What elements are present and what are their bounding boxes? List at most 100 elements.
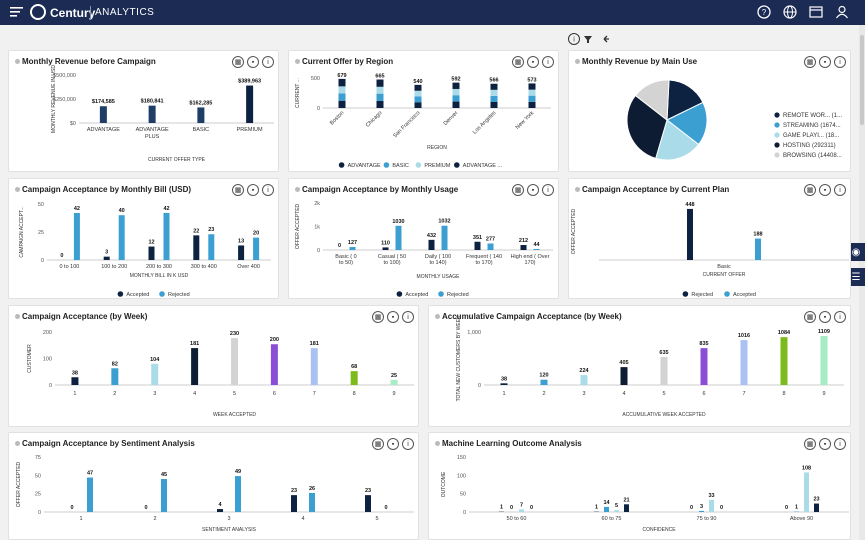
chart-bar[interactable] — [624, 504, 629, 512]
delete-icon[interactable]: ▪ — [527, 184, 539, 196]
chart-bar[interactable] — [540, 379, 548, 385]
grid-icon[interactable]: ▦ — [804, 438, 816, 450]
chart-bar[interactable] — [148, 105, 156, 123]
chart-bar[interactable] — [309, 492, 315, 512]
delete-icon[interactable]: ▪ — [247, 56, 259, 68]
grid-icon[interactable]: ▦ — [512, 56, 524, 68]
chart-bar[interactable] — [193, 235, 200, 260]
delete-icon[interactable]: ▪ — [527, 56, 539, 68]
pie-slice[interactable] — [666, 79, 704, 121]
delete-icon[interactable]: ▪ — [247, 184, 259, 196]
chart-bar[interactable] — [270, 344, 278, 385]
delete-icon[interactable]: ▪ — [819, 56, 831, 68]
chart-bar[interactable] — [338, 93, 346, 101]
grid-icon[interactable]: ▦ — [232, 184, 244, 196]
chart-bar[interactable] — [528, 95, 536, 102]
chart-bar[interactable] — [519, 509, 524, 512]
back-icon[interactable] — [603, 35, 609, 43]
chart-bar[interactable] — [490, 95, 498, 102]
chart-bar[interactable] — [73, 212, 80, 260]
chart-bar[interactable] — [163, 212, 170, 260]
chart-bar[interactable] — [452, 82, 460, 89]
drag-handle-icon[interactable] — [435, 314, 440, 320]
drag-handle-icon[interactable] — [15, 441, 20, 447]
chart-bar[interactable] — [376, 79, 384, 87]
chart-bar[interactable] — [533, 248, 540, 250]
filter-icon[interactable] — [584, 36, 592, 43]
scrollbar-thumb[interactable] — [860, 35, 864, 125]
chart-bar[interactable] — [740, 340, 748, 385]
menu-icon[interactable] — [10, 6, 23, 18]
info-icon[interactable]: i — [834, 184, 846, 196]
chart-bar[interactable] — [365, 495, 371, 512]
chart-bar[interactable] — [71, 377, 79, 385]
delete-icon[interactable]: ▪ — [387, 438, 399, 450]
chart-bar[interactable] — [814, 503, 819, 512]
chart-bar[interactable] — [614, 510, 619, 512]
pie-slice[interactable] — [634, 79, 670, 121]
chart-bar[interactable] — [111, 368, 119, 385]
chart-bar[interactable] — [500, 383, 508, 385]
chart-bar[interactable] — [487, 243, 494, 250]
info-icon[interactable]: i — [568, 33, 580, 45]
chart-bar[interactable] — [490, 83, 498, 90]
drag-handle-icon[interactable] — [15, 314, 20, 320]
chart-bar[interactable] — [148, 246, 155, 260]
info-icon[interactable]: i — [834, 438, 846, 450]
delete-icon[interactable]: ▪ — [819, 311, 831, 323]
chart-bar[interactable] — [452, 95, 460, 102]
chart-bar[interactable] — [804, 472, 809, 512]
chart-bar[interactable] — [528, 101, 536, 108]
grid-icon[interactable]: ▦ — [804, 184, 816, 196]
chart-bar[interactable] — [452, 101, 460, 108]
chart-bar[interactable] — [490, 89, 498, 96]
drag-handle-icon[interactable] — [295, 187, 300, 193]
chart-bar[interactable] — [452, 88, 460, 96]
window-icon[interactable] — [809, 5, 823, 19]
grid-icon[interactable]: ▦ — [804, 56, 816, 68]
chart-bar[interactable] — [376, 86, 384, 94]
chart-bar[interactable] — [700, 348, 708, 385]
chart-bar[interactable] — [350, 371, 358, 385]
chart-bar[interactable] — [490, 102, 498, 108]
eye-icon[interactable]: ◉ — [847, 243, 865, 261]
chart-bar[interactable] — [235, 476, 241, 512]
chart-bar[interactable] — [376, 93, 384, 101]
chart-bar[interactable] — [414, 90, 422, 97]
globe-icon[interactable] — [783, 5, 797, 19]
grid-icon[interactable]: ▦ — [512, 184, 524, 196]
info-icon[interactable]: i — [542, 56, 554, 68]
chart-bar[interactable] — [709, 499, 714, 512]
info-icon[interactable]: i — [262, 56, 274, 68]
drag-handle-icon[interactable] — [435, 441, 440, 447]
info-icon[interactable]: i — [402, 311, 414, 323]
user-icon[interactable] — [835, 5, 849, 19]
chart-bar[interactable] — [755, 238, 761, 260]
chart-bar[interactable] — [687, 208, 693, 260]
delete-icon[interactable]: ▪ — [819, 438, 831, 450]
drag-handle-icon[interactable] — [575, 59, 580, 65]
drag-handle-icon[interactable] — [15, 187, 20, 193]
chart-bar[interactable] — [414, 84, 422, 91]
chart-bar[interactable] — [310, 348, 318, 385]
drag-handle-icon[interactable] — [575, 187, 580, 193]
chart-bar[interactable] — [520, 245, 527, 250]
info-icon[interactable]: i — [834, 56, 846, 68]
chart-bar[interactable] — [528, 83, 536, 90]
chart-bar[interactable] — [151, 363, 159, 385]
chart-bar[interactable] — [87, 477, 93, 512]
delete-icon[interactable]: ▪ — [819, 184, 831, 196]
grid-icon[interactable]: ▦ — [232, 56, 244, 68]
chart-bar[interactable] — [382, 247, 389, 250]
chart-bar[interactable] — [217, 509, 223, 512]
grid-icon[interactable]: ▦ — [372, 438, 384, 450]
chart-bar[interactable] — [103, 256, 110, 260]
chart-bar[interactable] — [414, 96, 422, 103]
chart-bar[interactable] — [238, 245, 245, 260]
info-icon[interactable]: i — [402, 438, 414, 450]
info-icon[interactable]: i — [542, 184, 554, 196]
pie-slice[interactable] — [655, 119, 700, 161]
delete-icon[interactable]: ▪ — [387, 311, 399, 323]
chart-bar[interactable] — [246, 85, 254, 123]
chart-bar[interactable] — [99, 106, 107, 123]
